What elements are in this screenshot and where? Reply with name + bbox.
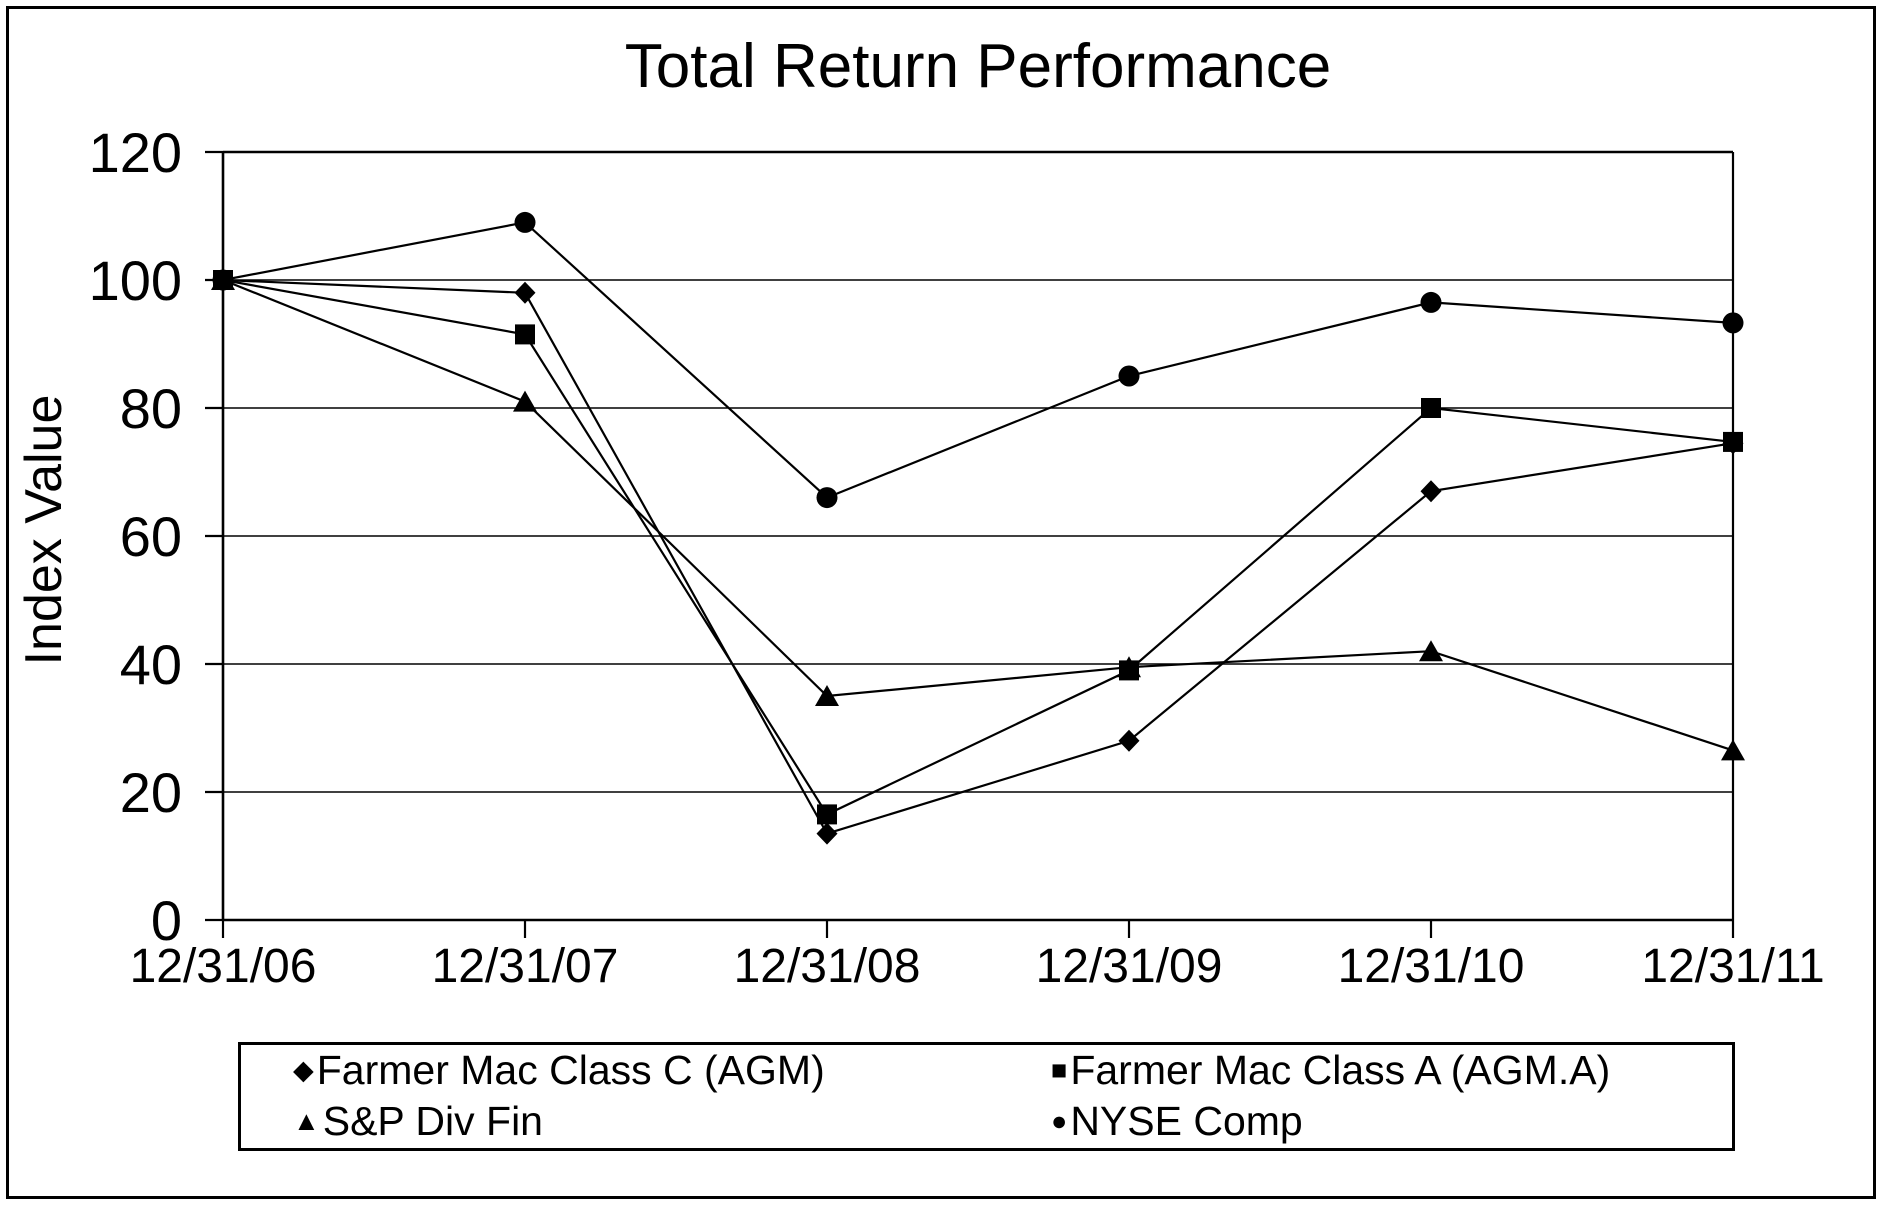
circle-icon: ● <box>1051 1106 1068 1136</box>
diamond-marker <box>1118 729 1140 752</box>
circle-marker <box>1118 365 1140 387</box>
chart-title: Total Return Performance <box>624 32 1332 101</box>
series-line-triangle <box>222 278 1734 752</box>
circle-marker <box>1420 291 1442 313</box>
circle-marker <box>816 487 838 509</box>
x-tick-label: 12/31/10 <box>1338 940 1525 993</box>
legend-label: Farmer Mac Class C (AGM) <box>316 1047 825 1093</box>
legend-item-nyse-comp: ● NYSE Comp <box>1051 1101 1732 1142</box>
x-tick-label: 12/31/06 <box>130 940 317 993</box>
y-tick-label: 60 <box>120 505 182 568</box>
legend: ◆ Farmer Mac Class C (AGM) ■ Farmer Mac … <box>238 1042 1735 1151</box>
circle-marker <box>1722 312 1744 334</box>
legend-item-agm-class-c: ◆ Farmer Mac Class C (AGM) <box>293 1050 1051 1091</box>
y-tick-label: 120 <box>89 121 182 184</box>
y-tick-label: 0 <box>151 889 182 952</box>
triangle-marker <box>815 685 839 706</box>
legend-label: S&P Div Fin <box>322 1098 543 1144</box>
triangle-marker <box>1419 640 1443 662</box>
series-line-diamond <box>222 278 1734 835</box>
x-tick-label: 12/31/08 <box>734 940 921 993</box>
y-tick-label: 20 <box>120 761 182 824</box>
triangle-icon: ▲ <box>293 1106 320 1136</box>
square-marker <box>515 324 535 345</box>
legend-label: Farmer Mac Class A (AGM.A) <box>1070 1047 1611 1093</box>
legend-item-agm-class-a: ■ Farmer Mac Class A (AGM.A) <box>1051 1050 1732 1091</box>
diamond-icon: ◆ <box>293 1055 314 1085</box>
diamond-marker <box>514 281 536 304</box>
triangle-marker <box>513 390 537 412</box>
y-tick-label: 80 <box>120 377 182 440</box>
series-line-circle <box>222 221 1734 499</box>
x-tick-label: 12/31/11 <box>1641 940 1824 993</box>
legend-item-sp-div-fin: ▲ S&P Div Fin <box>293 1101 1051 1142</box>
series-line-square <box>222 278 1734 816</box>
square-marker <box>1421 398 1441 418</box>
x-tick-label: 12/31/07 <box>432 940 619 993</box>
legend-label: NYSE Comp <box>1070 1098 1303 1144</box>
triangle-marker <box>1721 739 1745 761</box>
diamond-marker <box>816 822 838 845</box>
y-tick-label: 40 <box>120 633 182 696</box>
y-tick-label: 100 <box>89 249 182 312</box>
triangle-marker <box>1117 656 1141 678</box>
square-icon: ■ <box>1051 1055 1068 1085</box>
x-tick-label: 12/31/09 <box>1036 940 1223 993</box>
circle-marker <box>514 211 536 233</box>
circle-marker <box>212 269 234 291</box>
square-marker <box>1723 431 1743 452</box>
square-marker <box>817 804 837 825</box>
diamond-marker <box>1420 480 1442 503</box>
